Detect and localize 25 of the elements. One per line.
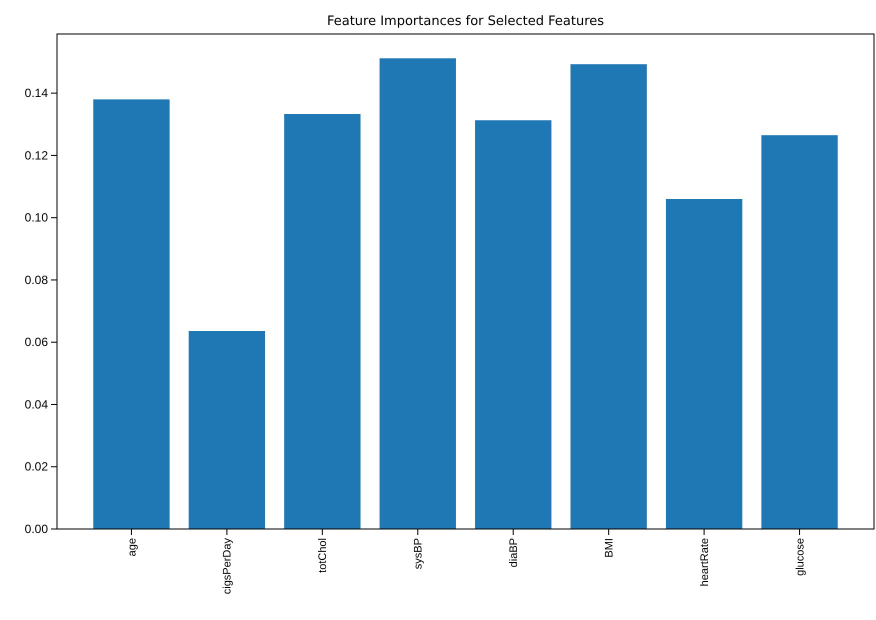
y-tick-label: 0.04 [24,397,48,412]
x-tick-label: glucose [794,538,806,576]
chart-title: Feature Importances for Selected Features [326,14,604,29]
x-tick-label: heartRate [698,538,711,586]
bar [188,331,266,529]
y-tick-label: 0.10 [24,210,48,225]
x-tick-label: age [126,538,138,556]
y-tick-label: 0.00 [24,522,48,536]
y-tick-label: 0.06 [24,335,48,350]
y-tick-label: 0.08 [24,272,48,287]
bar [761,135,838,529]
bar [284,114,361,529]
x-tick-label: cigsPerDay [222,538,234,594]
x-tick-label: BMI [604,538,616,558]
y-tick-label: 0.02 [24,460,48,474]
bar [475,120,552,529]
x-tick-label: diaBP [508,538,520,568]
bar [380,58,456,529]
y-tick-label: 0.12 [24,148,48,162]
bar [666,199,742,529]
x-tick-label: sysBP [412,538,425,570]
y-tick-label: 0.14 [24,86,48,100]
bar [93,99,170,529]
bar [570,64,647,529]
x-tick-label: totChol [317,538,330,573]
